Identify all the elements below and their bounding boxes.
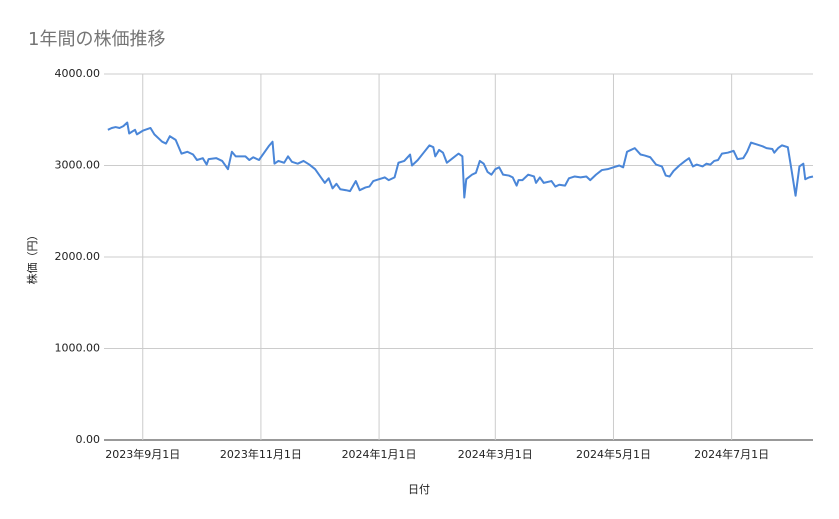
x-tick-label: 2024年3月1日 xyxy=(458,447,533,461)
x-tick-label: 2023年11月1日 xyxy=(220,447,302,461)
x-tick-label: 2024年7月1日 xyxy=(694,447,769,461)
y-tick-label: 3000.00 xyxy=(55,159,101,172)
y-axis-label: 株価（円） xyxy=(25,230,39,285)
x-tick-label: 2023年9月1日 xyxy=(105,447,180,461)
x-tick-label: 2024年5月1日 xyxy=(576,447,651,461)
x-axis-label: 日付 xyxy=(408,483,430,496)
x-tick-label: 2024年1月1日 xyxy=(342,447,417,461)
chart-title: 1年間の株価推移 xyxy=(28,29,165,50)
y-tick-label: 0.00 xyxy=(76,433,101,446)
y-tick-label: 4000.00 xyxy=(55,67,101,80)
data-line xyxy=(107,121,814,199)
y-tick-label: 2000.00 xyxy=(55,250,101,263)
y-tick-label: 1000.00 xyxy=(55,342,101,355)
